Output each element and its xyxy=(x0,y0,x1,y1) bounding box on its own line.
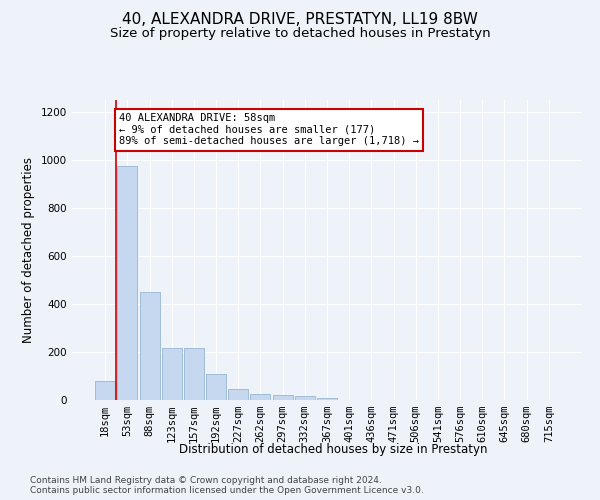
Bar xyxy=(250,394,271,400)
Text: Distribution of detached houses by size in Prestatyn: Distribution of detached houses by size … xyxy=(179,442,487,456)
Text: 40, ALEXANDRA DRIVE, PRESTATYN, LL19 8BW: 40, ALEXANDRA DRIVE, PRESTATYN, LL19 8BW xyxy=(122,12,478,28)
Bar xyxy=(118,166,137,400)
Text: Contains HM Land Registry data © Crown copyright and database right 2024.
Contai: Contains HM Land Registry data © Crown c… xyxy=(30,476,424,495)
Bar xyxy=(206,374,226,400)
Y-axis label: Number of detached properties: Number of detached properties xyxy=(22,157,35,343)
Bar xyxy=(162,348,182,400)
Bar xyxy=(317,398,337,400)
Text: Size of property relative to detached houses in Prestatyn: Size of property relative to detached ho… xyxy=(110,28,490,40)
Bar xyxy=(228,389,248,400)
Text: 40 ALEXANDRA DRIVE: 58sqm
← 9% of detached houses are smaller (177)
89% of semi-: 40 ALEXANDRA DRIVE: 58sqm ← 9% of detach… xyxy=(119,113,419,146)
Bar xyxy=(272,395,293,400)
Bar xyxy=(140,292,160,400)
Bar xyxy=(295,396,315,400)
Bar xyxy=(184,348,204,400)
Bar xyxy=(95,381,115,400)
